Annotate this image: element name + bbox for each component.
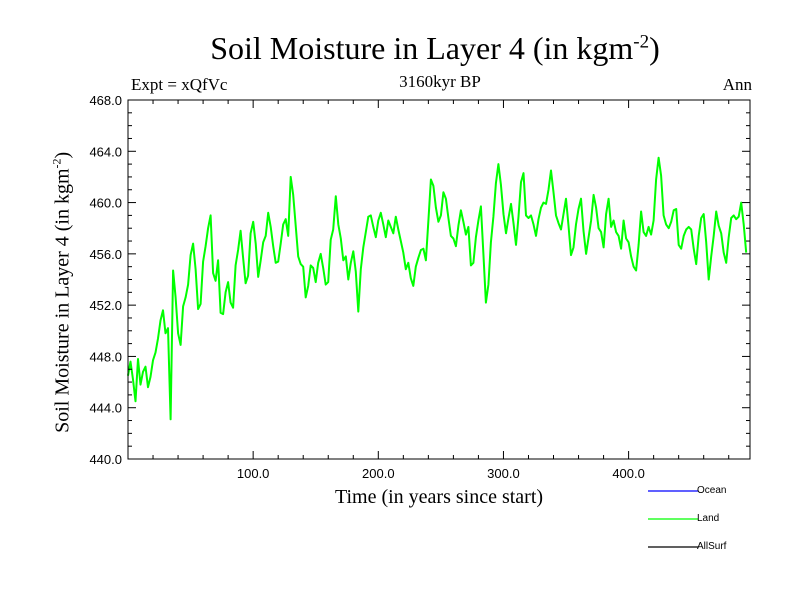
legend-label-land: Land	[697, 513, 720, 524]
legend-label-ocean: Ocean	[697, 485, 727, 496]
y-tick-label: 468.0	[89, 93, 122, 108]
series-line-land	[127, 156, 748, 421]
legend-label-allsurf: AllSurf	[697, 541, 727, 552]
plot-frame	[127, 99, 751, 460]
x-tick-label: 100.0	[237, 466, 270, 481]
y-tick-label: 456.0	[89, 247, 122, 262]
y-tick-label: 464.0	[89, 144, 122, 159]
chart-title: Soil Moisture in Layer 4 (in kgm-2)	[210, 30, 660, 66]
x-tick-label: 200.0	[362, 466, 395, 481]
y-tick-label: 460.0	[89, 196, 122, 211]
y-tick-label: 452.0	[89, 298, 122, 313]
y-tick-label: 440.0	[89, 452, 122, 467]
x-tick-label: 400.0	[612, 466, 645, 481]
y-tick-label: 448.0	[89, 349, 122, 364]
x-axis-label: Time (in years since start)	[334, 486, 544, 508]
chart-subtitle: 3160kyr BP	[399, 72, 481, 91]
y-tick-label: 444.0	[89, 401, 122, 416]
x-tick-label: 300.0	[487, 466, 520, 481]
season-label: Ann	[722, 75, 752, 94]
experiment-label: Expt = xQfVc	[131, 75, 228, 94]
